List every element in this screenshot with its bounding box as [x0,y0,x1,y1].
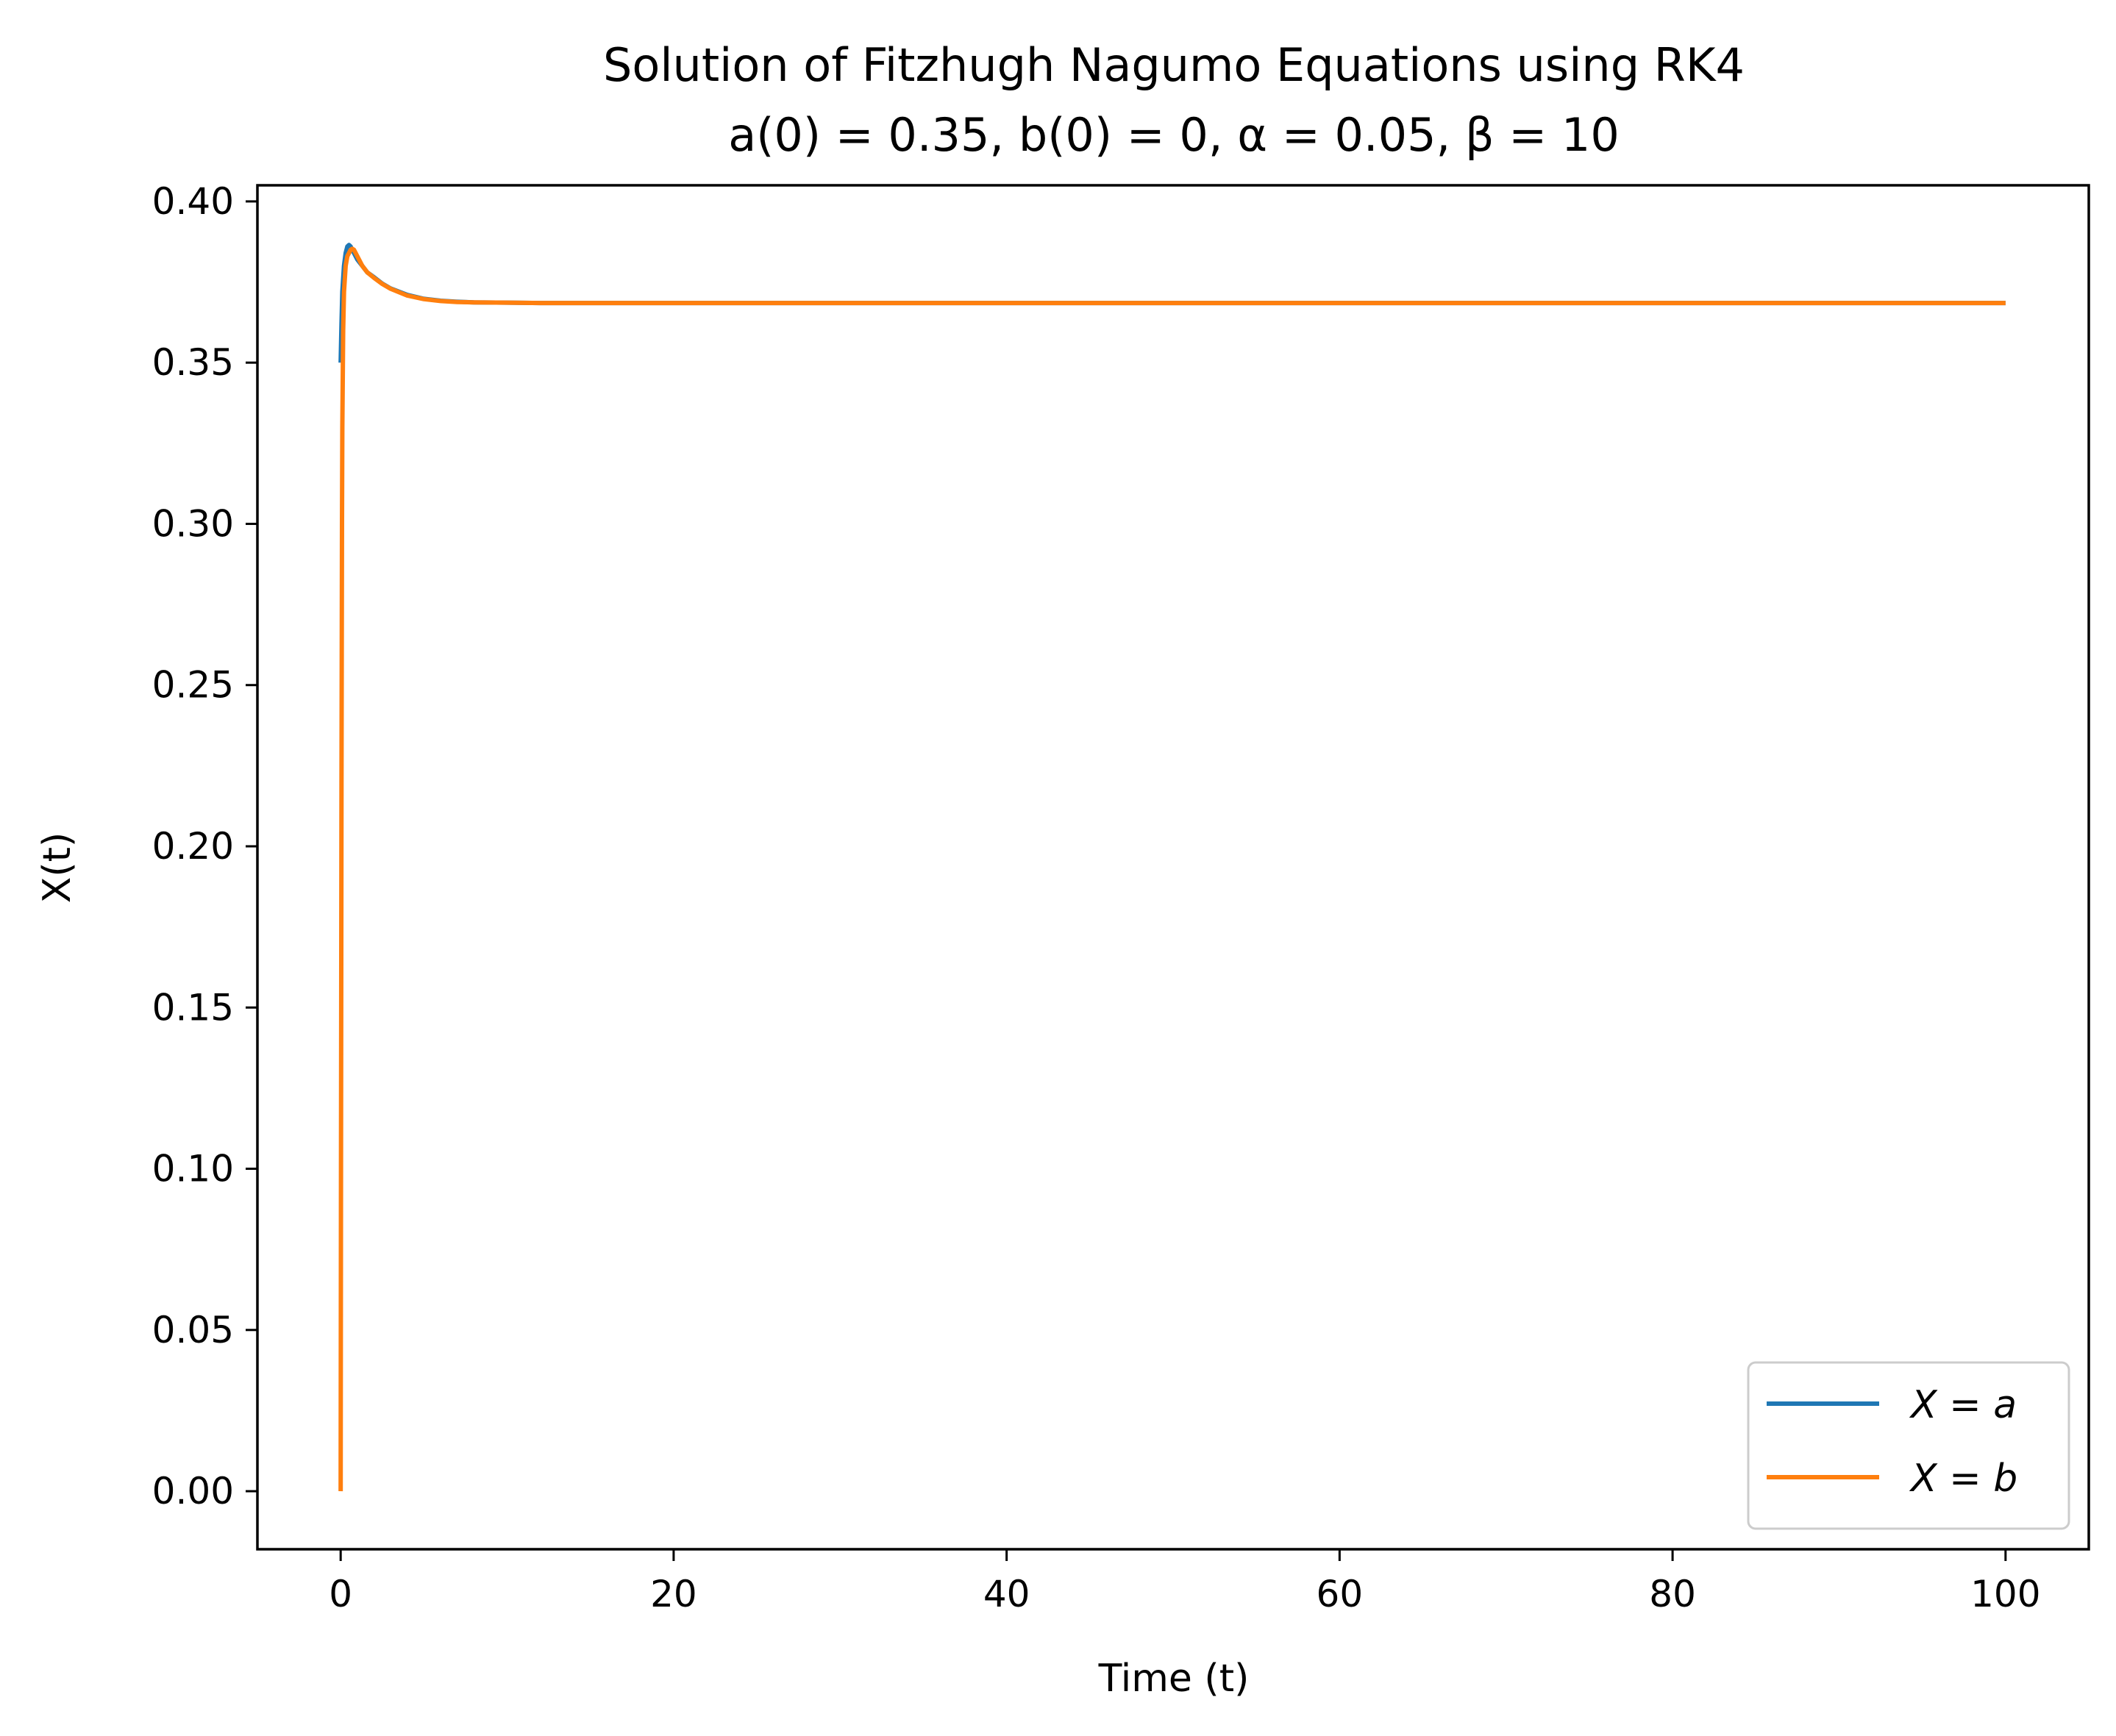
y-tick-label: 0.05 [152,1309,234,1351]
y-tick-label: 0.25 [152,664,234,707]
chart-subtitle: a(0) = 0.35, b(0) = 0, α = 0.05, β = 10 [728,108,1620,162]
y-axis-ticks: 0.00 0.05 0.10 0.15 0.20 0.25 0.30 0.35 0.40 [152,180,257,1512]
plot-area: 0 20 40 60 80 100 0.00 0.05 0.10 0.15 0.20 0.25 0.3… [152,180,2090,1615]
axes-frame [256,184,2090,1551]
series-lines [338,243,2006,1492]
y-tick-label: 0.00 [152,1470,234,1512]
x-tick-label: 100 [1970,1573,2040,1615]
x-tick-label: 20 [650,1573,697,1615]
legend: X = a X = b [1747,1361,2070,1530]
series-line-b [338,246,2006,1492]
legend-label-a: X = a [1909,1383,2017,1427]
y-tick-label: 0.10 [152,1148,234,1190]
x-axis-ticks: 0 20 40 60 80 100 [329,1549,2041,1615]
y-tick-label: 0.35 [152,341,234,384]
y-tick-label: 0.30 [152,502,234,545]
x-axis-label: Time (t) [1098,1657,1250,1701]
chart-title: Solution of Fitzhugh Nagumo Equations us… [603,38,1745,92]
y-tick-label: 0.20 [152,825,234,868]
x-tick-label: 80 [1649,1573,1696,1615]
y-tick-label: 0.40 [152,180,234,223]
legend-box [1747,1361,2070,1530]
x-tick-label: 60 [1317,1573,1364,1615]
x-tick-label: 40 [983,1573,1030,1615]
legend-label-b: X = b [1909,1457,2017,1501]
y-axis-label: X(t) [35,832,79,904]
y-tick-label: 0.15 [152,986,234,1029]
x-tick-label: 0 [329,1573,352,1615]
